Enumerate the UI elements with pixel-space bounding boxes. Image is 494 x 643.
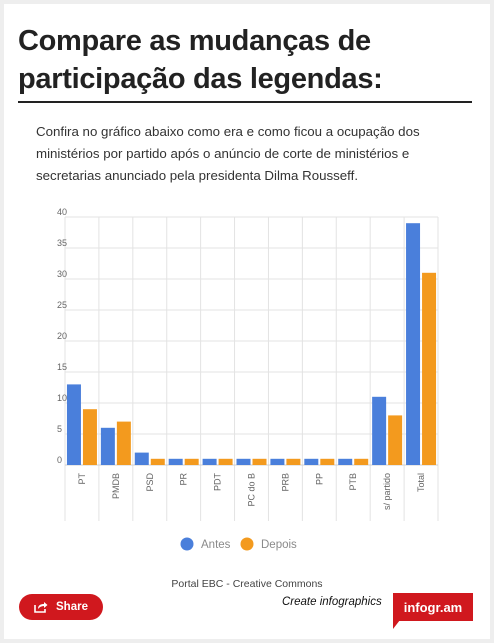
y-tick-label: 25 bbox=[57, 300, 67, 310]
chart-description: Confira no gráfico abaixo como era e com… bbox=[36, 124, 420, 183]
page-title: Compare as mudanças de participação das … bbox=[18, 25, 383, 95]
create-infographics-link[interactable]: Create infographics bbox=[282, 596, 382, 608]
share-icon bbox=[34, 602, 48, 613]
bar-depois bbox=[150, 458, 165, 465]
x-tick-label: PC do B bbox=[247, 473, 257, 507]
y-tick-label: 15 bbox=[57, 362, 67, 372]
bar-depois bbox=[286, 458, 301, 465]
y-tick-label: 40 bbox=[57, 207, 67, 217]
bar-depois bbox=[320, 458, 335, 465]
legend-marker-depois bbox=[240, 537, 254, 551]
y-tick-label: 30 bbox=[57, 269, 67, 279]
bar-antes bbox=[372, 396, 387, 465]
bar-antes bbox=[100, 427, 115, 465]
x-tick-label: s/ partido bbox=[382, 473, 392, 510]
source-credit: Portal EBC - Creative Commons bbox=[171, 578, 323, 590]
x-tick-label: Total bbox=[416, 473, 426, 492]
x-tick-label: PR bbox=[179, 473, 189, 486]
y-tick-label: 20 bbox=[57, 331, 67, 341]
bar-antes bbox=[66, 384, 81, 465]
y-tick-label: 0 bbox=[57, 455, 62, 465]
chart-grid bbox=[64, 216, 439, 521]
x-axis-ticks: PT PMDB PSD PR PDT PC do B PRB PP PTB s/ partido T… bbox=[77, 472, 426, 510]
bar-depois bbox=[116, 421, 131, 465]
infogram-logo[interactable]: infogr.am bbox=[393, 593, 473, 621]
bar-antes bbox=[406, 223, 421, 465]
y-tick-label: 35 bbox=[57, 238, 67, 248]
bar-antes bbox=[134, 452, 149, 465]
bar-depois bbox=[422, 272, 437, 465]
bar-depois bbox=[82, 409, 97, 465]
bar-depois bbox=[388, 415, 403, 465]
bar-chart: 0 5 10 15 20 25 30 35 40 PT PMDB PSD PR PDT PC do B PR… bbox=[57, 207, 439, 552]
x-tick-label: PSD bbox=[145, 473, 155, 492]
bar-depois bbox=[354, 458, 369, 465]
x-tick-label: PRB bbox=[280, 473, 290, 492]
chart-bars bbox=[66, 223, 437, 465]
bar-depois bbox=[252, 458, 267, 465]
x-tick-label: PMDB bbox=[111, 473, 121, 499]
y-tick-label: 5 bbox=[57, 424, 62, 434]
legend-label-depois: Depois bbox=[261, 539, 297, 551]
bar-antes bbox=[168, 458, 183, 465]
y-tick-label: 10 bbox=[57, 393, 67, 403]
title-divider bbox=[18, 101, 472, 103]
bar-depois bbox=[218, 458, 233, 465]
chart-legend[interactable]: Antes Depois bbox=[180, 537, 298, 552]
x-tick-label: PTB bbox=[348, 473, 358, 491]
bar-antes bbox=[270, 458, 285, 465]
bar-antes bbox=[338, 458, 353, 465]
y-axis-ticks: 0 5 10 15 20 25 30 35 40 bbox=[57, 207, 67, 465]
legend-marker-antes bbox=[180, 537, 194, 551]
share-label: Share bbox=[56, 601, 88, 613]
legend-label-antes: Antes bbox=[201, 539, 231, 551]
share-button[interactable]: Share bbox=[19, 594, 103, 620]
logo-tail bbox=[393, 620, 400, 629]
x-tick-label: PDT bbox=[213, 472, 223, 491]
x-tick-label: PP bbox=[314, 473, 324, 485]
bar-antes bbox=[236, 458, 251, 465]
x-tick-label: PT bbox=[77, 473, 87, 485]
bar-antes bbox=[202, 458, 217, 465]
bar-antes bbox=[304, 458, 319, 465]
bar-depois bbox=[184, 458, 199, 465]
